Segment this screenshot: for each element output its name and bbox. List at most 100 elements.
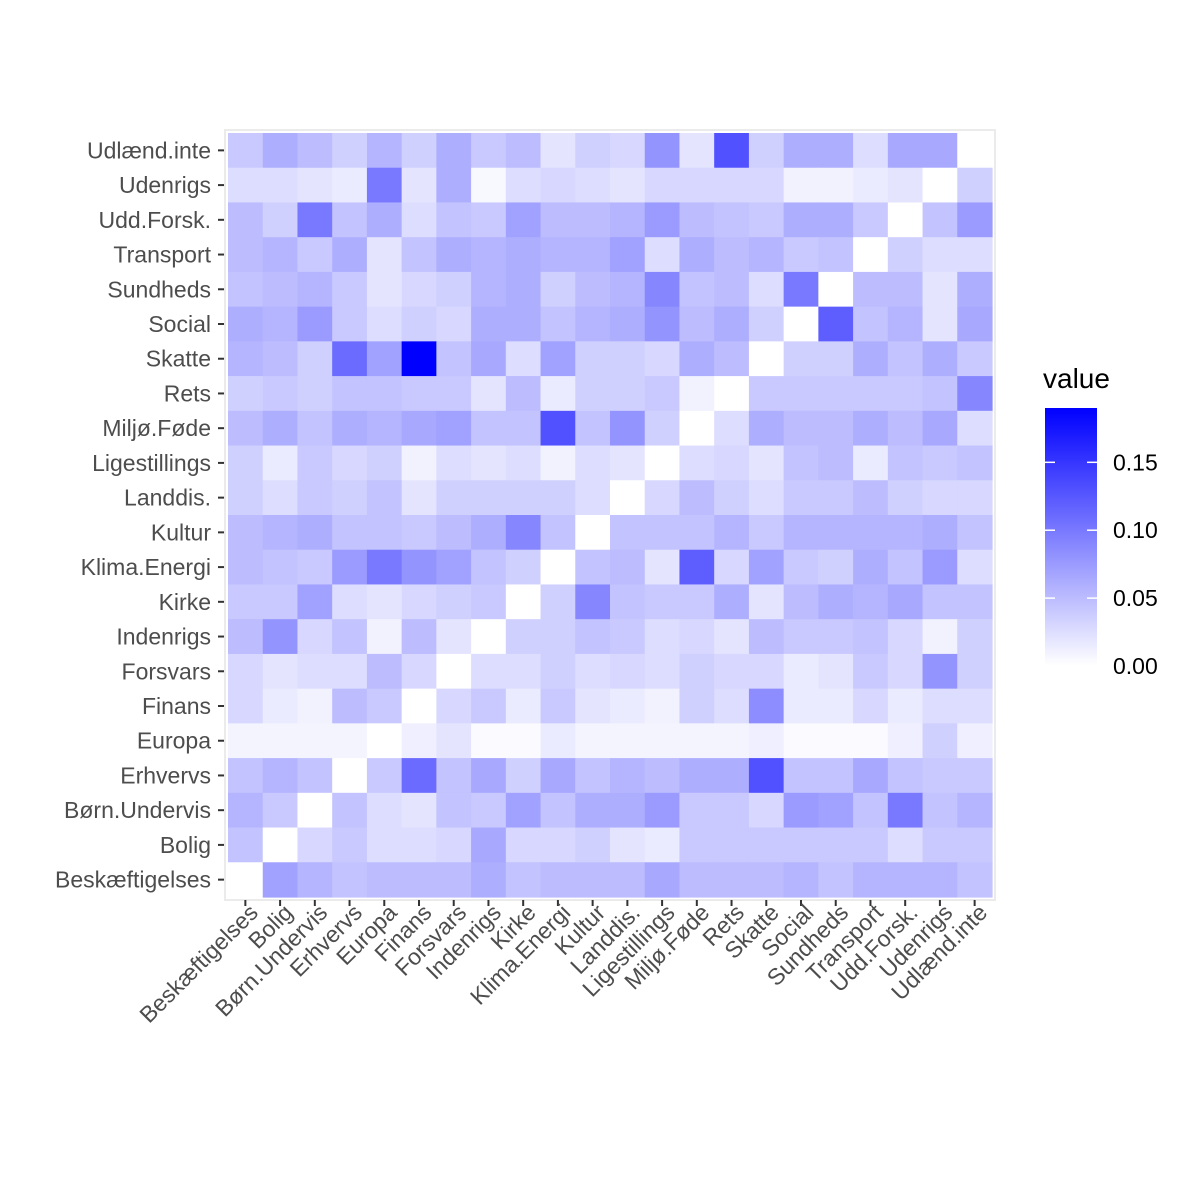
heatmap-cell [436,306,472,342]
heatmap-cell [436,376,472,412]
heatmap-cell [853,723,889,759]
heatmap-cell [679,723,715,759]
heatmap-cell [748,549,785,586]
heatmap-cell [610,445,646,481]
heatmap-cell [748,480,785,516]
heatmap-cell [471,202,507,238]
heatmap-cell [540,167,576,204]
heatmap-cell [610,306,646,342]
heatmap-cell [887,341,924,377]
heatmap-cell [679,549,715,586]
heatmap-cell [262,653,299,690]
heatmap-cell [887,515,924,551]
heatmap-cell [575,341,611,377]
heatmap-cell [366,202,403,238]
heatmap-cell [679,167,715,204]
heatmap-cell [922,341,958,377]
heatmap-cell [783,410,819,447]
heatmap-cell [748,341,785,377]
heatmap-cell [818,202,854,238]
heatmap-cell [887,133,924,169]
heatmap-cell [853,410,889,447]
heatmap-cell [714,376,750,412]
heatmap-cell [748,758,785,794]
heatmap-cell [748,862,785,898]
heatmap-cell [366,653,403,690]
heatmap-cell [610,827,646,863]
heatmap-cell [922,445,958,481]
heatmap-cell [471,515,507,551]
heatmap-cell [748,584,785,620]
heatmap-cell [228,584,264,620]
heatmap-cell [505,619,542,655]
heatmap-cell [922,723,958,759]
heatmap-cell [540,723,576,759]
heatmap-cell [228,167,264,204]
heatmap-cell [471,237,507,273]
heatmap-cell [262,133,299,169]
heatmap-cell [262,549,299,586]
heatmap-cell [679,480,715,516]
heatmap-cell [297,653,333,690]
heatmap-cell [957,688,993,724]
heatmap-cell [748,723,785,759]
heatmap-cell [366,271,403,308]
heatmap-cell [610,758,646,794]
heatmap-cell [818,410,854,447]
heatmap-cell [922,862,958,898]
y-tick-label: Bolig [160,832,211,858]
heatmap-cell [262,619,299,655]
heatmap-cell [262,306,299,342]
heatmap-cell [818,445,854,481]
heatmap-cell [401,133,437,169]
y-tick-label: Sundheds [107,276,211,302]
heatmap-cell [540,758,576,794]
heatmap-cell [783,133,819,169]
heatmap-cell [575,619,611,655]
heatmap-cell [887,376,924,412]
heatmap-cell [471,445,507,481]
heatmap-cell [228,723,264,759]
heatmap-cell [575,862,611,898]
heatmap-cell [853,237,889,273]
heatmap-cell [262,862,299,898]
heatmap-cell [748,271,785,308]
heatmap-cell [714,653,750,690]
heatmap-cell [332,445,368,481]
heatmap-cell [505,584,542,620]
heatmap-cell [297,237,333,273]
heatmap-cell [297,410,333,447]
heatmap-cell [262,792,299,829]
heatmap-cell [957,237,993,273]
heatmap-cell [853,306,889,342]
heatmap-cell [471,688,507,724]
heatmap-cell [818,167,854,204]
heatmap-cell [679,410,715,447]
heatmap-cell [644,167,681,204]
heatmap-cell [332,376,368,412]
heatmap-cell [644,515,681,551]
heatmap-cell [922,619,958,655]
heatmap-cell [228,549,264,586]
y-tick-label: Ligestillings [92,450,211,476]
heatmap-cell [228,410,264,447]
heatmap-cell [575,271,611,308]
heatmap-cell [610,376,646,412]
y-tick-label: Social [148,311,211,337]
heatmap-cell [679,202,715,238]
heatmap-cell [366,237,403,273]
heatmap-cell [610,271,646,308]
heatmap-cell [644,827,681,863]
heatmap-cell [748,827,785,863]
heatmap-cell [887,445,924,481]
legend-tick-label: 0.00 [1113,653,1158,679]
y-tick-label: Miljø.Føde [102,415,211,441]
heatmap-cell [887,549,924,586]
heatmap-cell [853,480,889,516]
heatmap-cell [644,619,681,655]
heatmap-cell [610,410,646,447]
heatmap-cell [922,688,958,724]
heatmap-cell [957,306,993,342]
heatmap-cell [714,688,750,724]
heatmap-cell [783,584,819,620]
